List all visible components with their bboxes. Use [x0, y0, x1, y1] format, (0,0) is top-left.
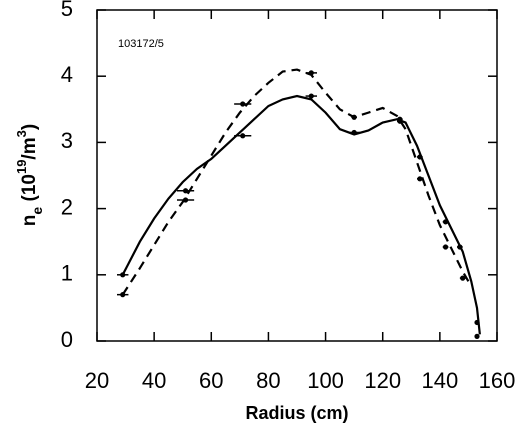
- annotation: 103172/5: [118, 38, 164, 50]
- data-point: [120, 272, 126, 278]
- data-point: [351, 129, 357, 136]
- y-tick-label: 1: [61, 261, 73, 286]
- x-axis-label: Radius (cm): [245, 403, 348, 423]
- series-line: [121, 94, 481, 335]
- data-point: [442, 219, 449, 225]
- data-point: [457, 244, 463, 250]
- x-tick-label: 80: [256, 368, 280, 393]
- y-axis-label-part: (10: [19, 174, 40, 207]
- y-axis-label-part: /m: [19, 137, 40, 159]
- data-point: [460, 275, 466, 281]
- data-point: [182, 188, 189, 194]
- y-axis-label-part: 19: [14, 160, 29, 174]
- y-axis-label-part: n: [19, 215, 40, 227]
- series-line: [121, 68, 470, 296]
- x-tick-label: 140: [421, 368, 458, 393]
- data-point: [474, 333, 480, 339]
- x-tick-label: 60: [199, 368, 223, 393]
- data-point: [240, 101, 246, 107]
- data-point: [308, 93, 314, 99]
- y-tick-label: 3: [61, 128, 73, 153]
- data-point: [417, 176, 423, 182]
- data-point: [417, 154, 423, 160]
- y-tick-label: 4: [61, 62, 73, 87]
- plot-frame: [96, 9, 498, 342]
- data-point: [240, 133, 246, 139]
- y-tick-label: 2: [61, 194, 73, 219]
- y-axis-label-part: ): [19, 124, 40, 130]
- x-tick-label: 20: [85, 368, 109, 393]
- data-point: [351, 114, 357, 120]
- x-tick-label: 100: [307, 368, 344, 393]
- x-tick-label: 40: [142, 368, 166, 393]
- data-point: [474, 319, 480, 326]
- y-axis-label: ne (1019/m3): [14, 124, 45, 226]
- x-tick-label: 160: [479, 368, 516, 393]
- y-tick-label: 0: [61, 327, 73, 352]
- x-tick-label: 120: [364, 368, 401, 393]
- data-point: [120, 292, 126, 298]
- data-point: [397, 118, 403, 124]
- y-axis-label-part: 3: [14, 130, 29, 137]
- data-point: [442, 244, 449, 250]
- data-point: [308, 70, 314, 76]
- y-axis-label-part: e: [29, 207, 45, 215]
- y-tick-label: 5: [61, 0, 73, 21]
